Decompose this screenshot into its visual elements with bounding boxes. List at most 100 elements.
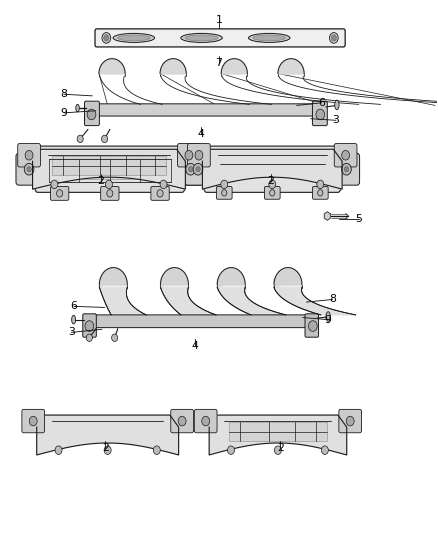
Circle shape: [85, 321, 94, 332]
FancyBboxPatch shape: [55, 162, 164, 179]
Circle shape: [188, 166, 193, 172]
FancyBboxPatch shape: [177, 154, 204, 185]
Circle shape: [51, 180, 58, 189]
Polygon shape: [99, 59, 125, 74]
Text: 6: 6: [318, 98, 325, 108]
FancyBboxPatch shape: [171, 409, 194, 433]
Circle shape: [342, 164, 351, 175]
Circle shape: [178, 416, 186, 426]
FancyBboxPatch shape: [18, 143, 40, 167]
Circle shape: [195, 150, 203, 160]
FancyBboxPatch shape: [187, 143, 210, 167]
FancyBboxPatch shape: [312, 187, 328, 199]
Circle shape: [317, 180, 324, 189]
Polygon shape: [99, 287, 146, 315]
Circle shape: [160, 180, 167, 189]
Polygon shape: [37, 415, 179, 455]
Circle shape: [193, 164, 203, 175]
Polygon shape: [202, 149, 342, 189]
Polygon shape: [324, 212, 330, 220]
FancyBboxPatch shape: [334, 143, 357, 167]
FancyBboxPatch shape: [185, 154, 211, 185]
Polygon shape: [278, 59, 304, 74]
Circle shape: [153, 446, 160, 455]
Text: 2: 2: [277, 443, 283, 453]
Polygon shape: [274, 287, 356, 315]
Text: 8: 8: [60, 89, 67, 99]
Text: 2: 2: [102, 443, 109, 453]
Circle shape: [344, 166, 349, 172]
Ellipse shape: [185, 35, 218, 41]
Circle shape: [102, 135, 108, 143]
FancyBboxPatch shape: [333, 154, 360, 185]
Circle shape: [87, 109, 96, 120]
Text: 4: 4: [191, 341, 198, 351]
Text: 3: 3: [68, 327, 75, 337]
Polygon shape: [217, 279, 251, 315]
Polygon shape: [221, 59, 247, 74]
Text: 9: 9: [60, 108, 67, 118]
FancyBboxPatch shape: [85, 101, 99, 126]
Text: 1: 1: [215, 15, 223, 26]
Circle shape: [342, 150, 350, 160]
Polygon shape: [99, 268, 127, 285]
Polygon shape: [32, 149, 185, 189]
Text: 6: 6: [71, 301, 78, 311]
Circle shape: [29, 416, 37, 426]
FancyBboxPatch shape: [50, 187, 69, 200]
Circle shape: [55, 446, 62, 455]
Polygon shape: [274, 268, 302, 285]
Polygon shape: [274, 279, 321, 315]
FancyBboxPatch shape: [312, 101, 327, 126]
Circle shape: [222, 190, 227, 196]
Ellipse shape: [181, 34, 222, 43]
Polygon shape: [160, 287, 216, 315]
Circle shape: [331, 35, 336, 41]
Circle shape: [275, 446, 282, 455]
Circle shape: [202, 416, 210, 426]
Circle shape: [27, 166, 31, 172]
Ellipse shape: [248, 34, 290, 43]
Text: 7: 7: [215, 59, 223, 68]
FancyBboxPatch shape: [95, 104, 316, 116]
Ellipse shape: [72, 316, 76, 324]
Circle shape: [77, 135, 83, 143]
Text: 4: 4: [197, 129, 204, 139]
Circle shape: [25, 150, 33, 160]
Polygon shape: [209, 415, 347, 455]
FancyBboxPatch shape: [177, 143, 200, 167]
Ellipse shape: [335, 100, 339, 110]
Ellipse shape: [326, 312, 330, 321]
Polygon shape: [217, 268, 245, 285]
Polygon shape: [217, 287, 286, 315]
Circle shape: [112, 334, 118, 342]
FancyBboxPatch shape: [16, 154, 42, 185]
Circle shape: [104, 35, 109, 41]
Circle shape: [86, 334, 92, 342]
FancyBboxPatch shape: [194, 409, 217, 433]
Circle shape: [316, 109, 325, 120]
Circle shape: [107, 190, 113, 197]
Circle shape: [24, 164, 34, 175]
Circle shape: [346, 416, 354, 426]
Text: 2: 2: [267, 176, 274, 186]
Circle shape: [157, 190, 163, 197]
Text: 3: 3: [332, 115, 339, 125]
Circle shape: [269, 180, 276, 189]
Bar: [52, 157, 166, 175]
Circle shape: [106, 180, 113, 189]
Ellipse shape: [117, 35, 150, 41]
FancyBboxPatch shape: [92, 315, 309, 328]
FancyBboxPatch shape: [101, 187, 119, 200]
Circle shape: [308, 321, 317, 332]
Circle shape: [221, 180, 228, 189]
Ellipse shape: [113, 34, 155, 43]
Text: 8: 8: [329, 294, 336, 304]
Circle shape: [102, 33, 111, 43]
FancyBboxPatch shape: [305, 314, 318, 337]
FancyBboxPatch shape: [22, 409, 45, 433]
Ellipse shape: [253, 35, 286, 41]
Text: 2: 2: [98, 176, 105, 186]
Circle shape: [196, 166, 200, 172]
Ellipse shape: [76, 104, 79, 112]
